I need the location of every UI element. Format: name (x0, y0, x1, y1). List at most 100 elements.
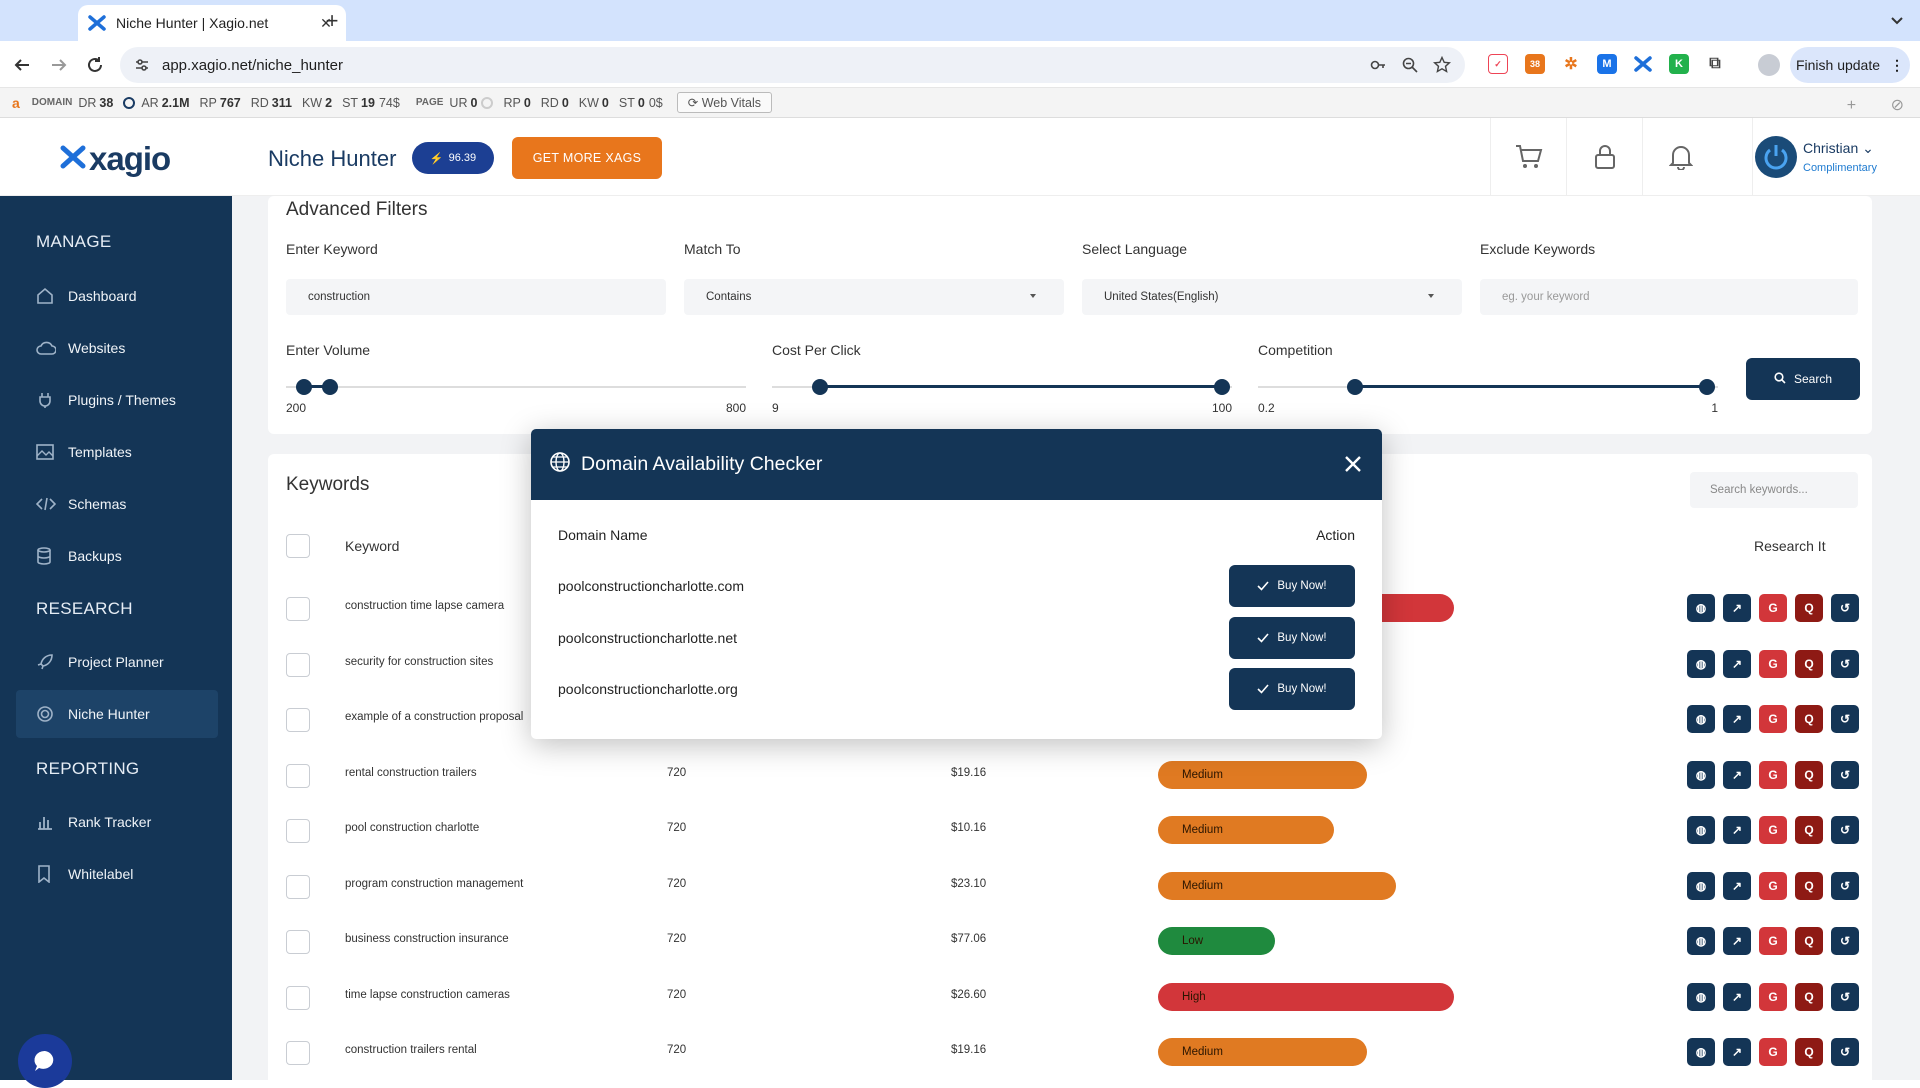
competition-slider[interactable]: 0.2 1 (1258, 377, 1718, 417)
back-icon[interactable] (9, 52, 35, 78)
row-checkbox[interactable] (286, 708, 310, 732)
trend-action-icon[interactable]: ↗ (1723, 871, 1751, 900)
sidebar-item-whitelabel[interactable]: Whitelabel (16, 850, 218, 898)
history-action-icon[interactable]: ↺ (1831, 816, 1859, 844)
finish-update-button[interactable]: Finish update ⋮ (1790, 47, 1910, 83)
trend-action-icon[interactable]: ↗ (1723, 927, 1751, 955)
browser-tab[interactable]: Niche Hunter | Xagio.net ✕ (78, 5, 346, 41)
google-action-icon[interactable]: G (1759, 649, 1787, 678)
cart-icon[interactable] (1490, 118, 1566, 196)
cpc-slider[interactable]: 9 100 (772, 377, 1232, 417)
seobar-add-icon[interactable]: + (1846, 97, 1857, 114)
globe-action-icon[interactable]: ◍ (1687, 1038, 1715, 1066)
address-bar[interactable]: app.xagio.net/niche_hunter (120, 47, 1465, 83)
get-more-xags-button[interactable]: GET MORE XAGS (512, 137, 662, 179)
google-action-icon[interactable]: G (1759, 594, 1787, 622)
google-action-icon[interactable]: G (1759, 927, 1787, 955)
row-checkbox[interactable] (286, 930, 310, 954)
buy-now-button[interactable]: Buy Now! (1229, 668, 1355, 710)
select-all-checkbox[interactable] (286, 534, 310, 558)
history-action-icon[interactable]: ↺ (1831, 982, 1859, 1011)
volume-max-handle[interactable] (322, 379, 338, 395)
extensions-puzzle-icon[interactable]: ⧉ (1705, 54, 1725, 74)
history-action-icon[interactable]: ↺ (1831, 927, 1859, 955)
password-key-icon[interactable] (1369, 56, 1387, 74)
row-checkbox[interactable] (286, 985, 310, 1010)
xagio-logo[interactable]: xagio (60, 140, 171, 178)
forward-icon[interactable] (46, 52, 72, 78)
row-checkbox[interactable] (286, 652, 310, 677)
globe-action-icon[interactable]: ◍ (1687, 705, 1715, 733)
google-action-icon[interactable]: G (1759, 1038, 1787, 1066)
trend-action-icon[interactable]: ↗ (1723, 594, 1751, 622)
globe-action-icon[interactable]: ◍ (1687, 649, 1715, 678)
search-action-icon[interactable]: Q (1795, 760, 1823, 789)
sidebar-item-project-planner[interactable]: Project Planner (16, 638, 218, 686)
site-info-icon[interactable] (134, 57, 150, 73)
search-action-icon[interactable]: Q (1795, 816, 1823, 844)
search-action-icon[interactable]: Q (1795, 705, 1823, 733)
extension-ahrefs-icon[interactable]: 38 (1525, 54, 1545, 74)
search-action-icon[interactable]: Q (1795, 871, 1823, 900)
globe-action-icon[interactable]: ◍ (1687, 982, 1715, 1011)
row-checkbox[interactable] (286, 763, 310, 788)
extension-xagio-icon[interactable] (1633, 54, 1653, 74)
row-checkbox[interactable] (286, 597, 310, 621)
keywords-search-input[interactable]: Search keywords... (1690, 472, 1858, 508)
match-to-select[interactable]: Contains (684, 279, 1064, 315)
search-button[interactable]: Search (1746, 358, 1860, 400)
seobar-close-icon[interactable]: ⊘ (1890, 97, 1904, 114)
new-tab-icon[interactable]: + (325, 8, 339, 33)
search-action-icon[interactable]: Q (1795, 927, 1823, 955)
competition-max-handle[interactable] (1699, 379, 1715, 395)
google-action-icon[interactable]: G (1759, 871, 1787, 900)
google-action-icon[interactable]: G (1759, 705, 1787, 733)
globe-action-icon[interactable]: ◍ (1687, 927, 1715, 955)
buy-now-button[interactable]: Buy Now! (1229, 617, 1355, 659)
close-icon[interactable] (1342, 453, 1364, 475)
trend-action-icon[interactable]: ↗ (1723, 982, 1751, 1011)
trend-action-icon[interactable]: ↗ (1723, 816, 1751, 844)
search-action-icon[interactable]: Q (1795, 982, 1823, 1011)
trend-action-icon[interactable]: ↗ (1723, 1038, 1751, 1066)
bookmark-star-icon[interactable] (1433, 56, 1451, 74)
extension-pdf-icon[interactable]: ✓ (1488, 54, 1508, 74)
trend-action-icon[interactable]: ↗ (1723, 705, 1751, 733)
extension-gear-icon[interactable]: ✲ (1561, 54, 1581, 74)
buy-now-button[interactable]: Buy Now! (1229, 565, 1355, 607)
volume-min-handle[interactable] (296, 379, 312, 395)
google-action-icon[interactable]: G (1759, 816, 1787, 844)
history-action-icon[interactable]: ↺ (1831, 594, 1859, 622)
history-action-icon[interactable]: ↺ (1831, 649, 1859, 678)
competition-min-handle[interactable] (1347, 379, 1363, 395)
trend-action-icon[interactable]: ↗ (1723, 760, 1751, 789)
trend-action-icon[interactable]: ↗ (1723, 649, 1751, 678)
sidebar-item-plugins-themes[interactable]: Plugins / Themes (16, 376, 218, 424)
google-action-icon[interactable]: G (1759, 760, 1787, 789)
cpc-min-handle[interactable] (812, 379, 828, 395)
cpc-max-handle[interactable] (1214, 379, 1230, 395)
search-action-icon[interactable]: Q (1795, 594, 1823, 622)
web-vitals-button[interactable]: ⟳ Web Vitals (676, 92, 772, 113)
tab-search-icon[interactable] (1886, 10, 1908, 32)
globe-action-icon[interactable]: ◍ (1687, 871, 1715, 900)
search-action-icon[interactable]: Q (1795, 1038, 1823, 1066)
keyword-input[interactable]: construction (286, 279, 666, 315)
more-menu-icon[interactable]: ⋮ (1890, 56, 1905, 73)
sidebar-item-websites[interactable]: Websites (16, 324, 218, 372)
chat-support-button[interactable] (18, 1034, 72, 1088)
google-action-icon[interactable]: G (1759, 982, 1787, 1011)
reload-icon[interactable] (82, 52, 108, 78)
history-action-icon[interactable]: ↺ (1831, 705, 1859, 733)
globe-action-icon[interactable]: ◍ (1687, 760, 1715, 789)
exclude-keywords-input[interactable]: eg. your keyword (1480, 279, 1858, 315)
globe-action-icon[interactable]: ◍ (1687, 816, 1715, 844)
close-tab-icon[interactable]: ✕ (320, 14, 332, 31)
history-action-icon[interactable]: ↺ (1831, 1038, 1859, 1066)
extension-m-icon[interactable]: M (1597, 54, 1617, 74)
row-checkbox[interactable] (286, 1041, 310, 1065)
sidebar-item-rank-tracker[interactable]: Rank Tracker (16, 798, 218, 846)
sidebar-item-niche-hunter[interactable]: Niche Hunter (16, 690, 218, 738)
sidebar-item-backups[interactable]: Backups (16, 532, 218, 580)
lock-icon[interactable] (1566, 118, 1642, 196)
